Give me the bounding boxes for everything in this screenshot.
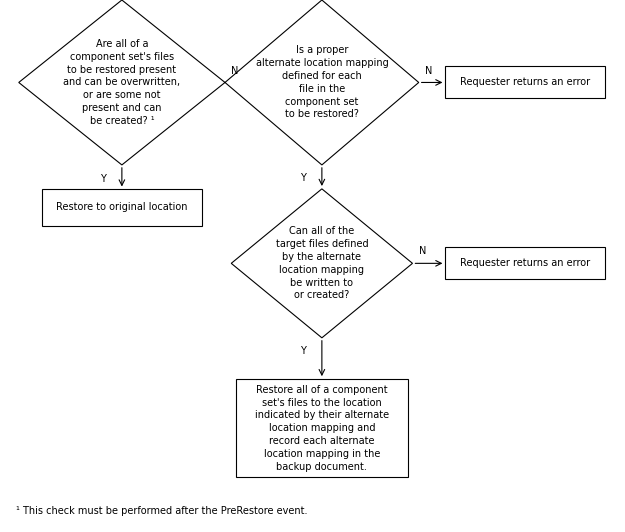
Text: Requester returns an error: Requester returns an error xyxy=(460,259,590,268)
Text: N: N xyxy=(425,65,432,76)
Text: N: N xyxy=(419,246,426,256)
Text: Y: Y xyxy=(100,174,106,185)
Text: ¹ This check must be performed after the PreRestore event.: ¹ This check must be performed after the… xyxy=(16,506,307,516)
Polygon shape xyxy=(231,189,412,338)
Text: Y: Y xyxy=(300,346,306,356)
Text: Y: Y xyxy=(300,173,306,183)
Text: Is a proper
alternate location mapping
defined for each
file in the
component se: Is a proper alternate location mapping d… xyxy=(256,45,388,120)
Bar xyxy=(236,379,408,478)
Bar xyxy=(445,66,605,98)
Text: Restore to original location: Restore to original location xyxy=(56,203,188,212)
Polygon shape xyxy=(19,0,225,165)
Text: Are all of a
component set's files
to be restored present
and can be overwritten: Are all of a component set's files to be… xyxy=(63,39,181,126)
Text: N: N xyxy=(231,65,239,76)
Bar xyxy=(445,247,605,279)
Polygon shape xyxy=(225,0,419,165)
Bar xyxy=(42,189,201,226)
Text: Restore all of a component
set's files to the location
indicated by their altern: Restore all of a component set's files t… xyxy=(255,385,389,472)
Text: Requester returns an error: Requester returns an error xyxy=(460,78,590,87)
Text: Can all of the
target files defined
by the alternate
location mapping
be written: Can all of the target files defined by t… xyxy=(276,226,368,301)
